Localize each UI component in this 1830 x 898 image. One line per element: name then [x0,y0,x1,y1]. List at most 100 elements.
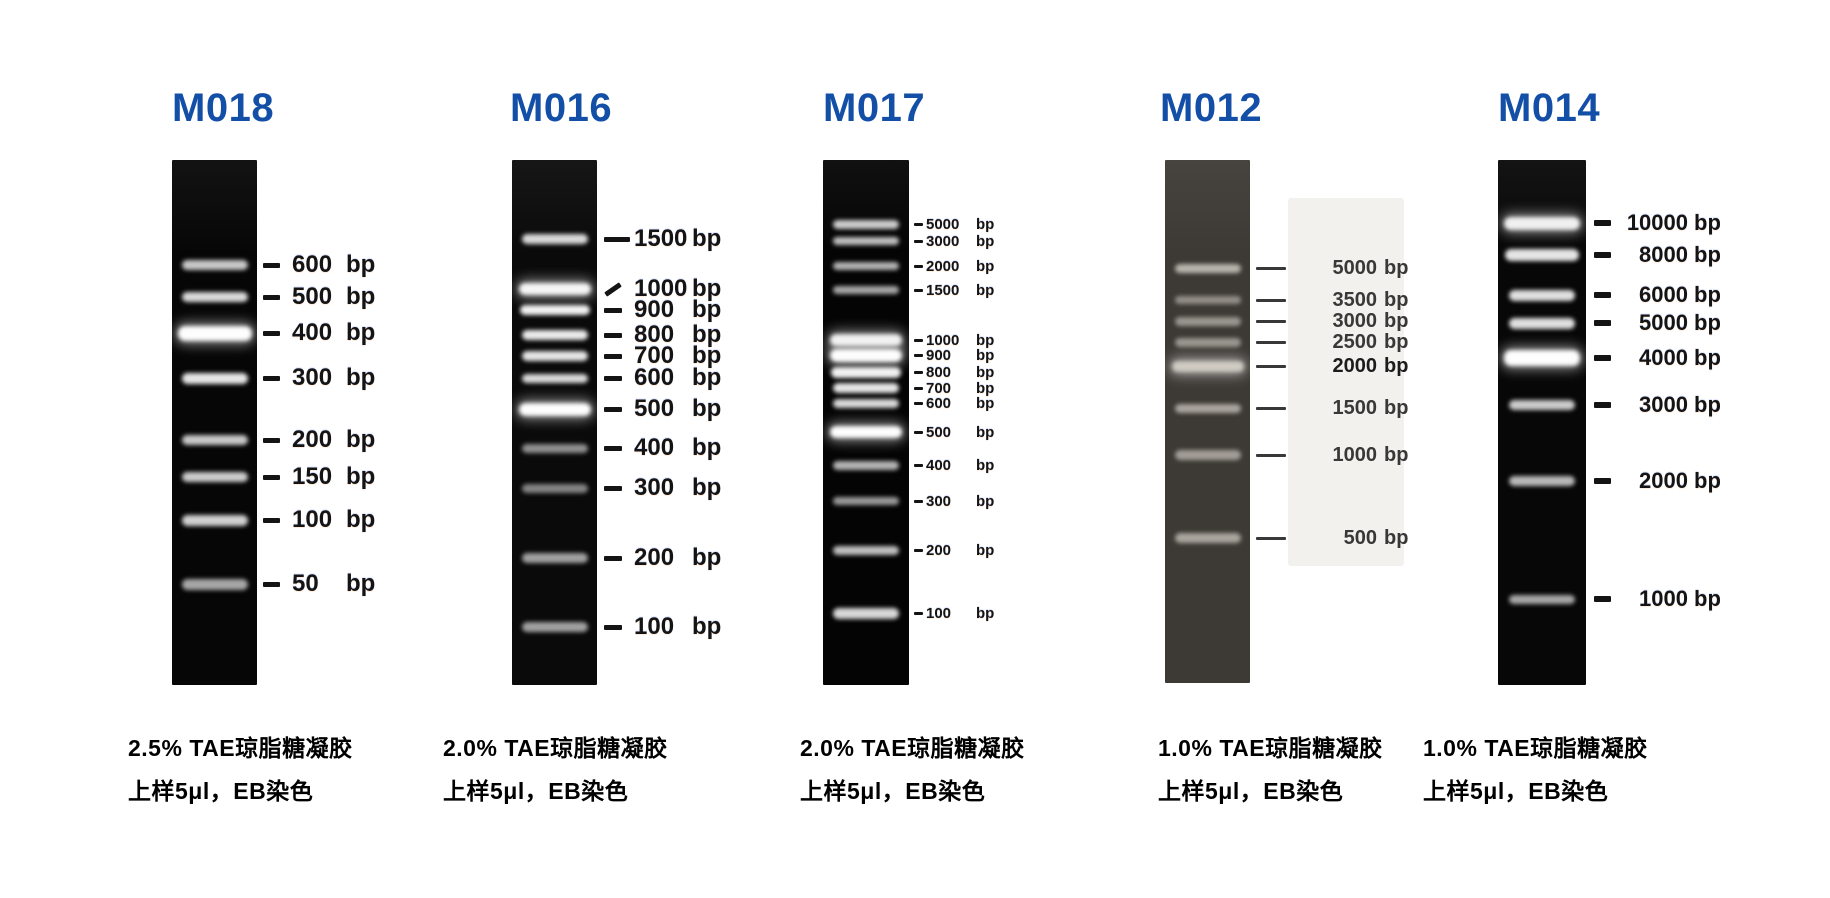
size-label-unit: bp [976,232,995,250]
size-label-number: 2000 [1639,468,1688,493]
size-label-unit: bp [1694,345,1721,370]
gel-caption-line1: 2.0% TAE琼脂糖凝胶 [443,735,668,761]
dna-band-500bp [1174,533,1241,543]
dna-band-200bp [833,545,899,555]
size-tick [1594,596,1611,602]
size-tick [1256,319,1286,323]
dna-band-500bp [518,402,591,416]
ladder-title: M018 [172,86,275,130]
dna-band-1500bp [833,286,899,294]
size-label-unit: bp [976,379,995,397]
size-label-number: 3000 [1639,392,1688,417]
size-label-number: 100 [634,613,675,640]
ladder-title: M012 [1160,86,1263,130]
dna-band-500bp [181,292,248,302]
dna-band-2000bp [833,262,899,270]
gel-lane [823,160,909,685]
size-label-number: 800 [634,321,675,348]
size-tick [1594,252,1611,258]
size-tick [914,611,923,615]
size-label-unit: bp [1694,586,1721,611]
size-tick [914,386,923,390]
dna-band-800bp [831,366,901,378]
dna-band-6000bp [1509,289,1575,301]
size-tick [263,474,280,480]
size-label-unit: bp [346,283,376,310]
size-label-unit: bp [692,364,722,391]
size-label-unit: bp [1384,310,1409,332]
size-label-number: 5000 [1332,257,1378,279]
size-tick [604,281,622,297]
size-label-number: 5000 [1639,310,1688,335]
size-tick [263,294,280,300]
size-label-number: 50 [292,570,319,597]
size-label-number: 400 [292,319,333,346]
size-label-number: 1000 [926,331,960,349]
size-tick [263,330,280,336]
size-label-number: 6000 [1639,282,1688,307]
size-tick [1594,478,1611,484]
size-tick [1256,536,1286,540]
size-tick [914,353,923,357]
size-label-unit: bp [976,492,995,510]
size-label-unit: bp [1694,468,1721,493]
size-label-number: 400 [926,456,952,474]
size-label-unit: bp [692,395,722,422]
size-label-number: 400 [634,434,675,461]
dna-band-200bp [181,435,248,445]
size-label-unit: bp [976,394,995,412]
dna-band-400bp [521,443,588,453]
size-label-unit: bp [1694,282,1721,307]
size-tick [1256,298,1286,302]
size-label-unit: bp [1384,289,1409,311]
size-label-unit: bp [976,215,995,233]
gel-lane [512,160,597,685]
size-tick [914,370,923,374]
dna-band-600bp [521,373,588,383]
size-label-number: 500 [926,423,952,441]
dna-band-8000bp [1505,249,1579,261]
dna-band-3500bp [1174,296,1241,304]
size-label-number: 500 [634,395,675,422]
size-label-unit: bp [1384,527,1409,549]
size-label-unit: bp [1694,310,1721,335]
size-tick [1594,320,1611,326]
dna-band-2500bp [1174,337,1241,347]
dna-band-5000bp [1174,263,1241,273]
size-label-number: 3000 [1332,310,1378,332]
size-tick [914,222,923,226]
size-label-number: 200 [634,544,675,571]
size-tick [263,437,280,443]
size-label-unit: bp [1384,257,1409,279]
dna-band-1500bp [1174,403,1241,413]
dna-band-400bp [177,325,252,341]
dna-band-400bp [833,460,899,470]
size-label-number: 8000 [1639,242,1688,267]
dna-band-500bp [830,426,902,438]
size-label-number: 300 [634,474,675,501]
size-tick [1594,355,1611,361]
size-label-unit: bp [976,604,995,622]
ladder-title: M016 [510,86,613,130]
size-tick [1594,292,1611,298]
dna-band-300bp [833,497,899,505]
dna-band-1000bp [1509,594,1575,604]
size-tick [263,262,280,268]
dna-band-3000bp [833,237,899,245]
dna-band-1000bp [830,334,902,346]
size-tick [604,445,622,451]
dna-band-800bp [521,330,588,340]
size-tick [914,338,923,342]
gel-caption-line2: 上样5μl，EB染色 [128,778,314,804]
size-tick [1256,453,1286,457]
dna-band-100bp [181,514,248,526]
size-label-number: 900 [926,346,952,364]
size-tick [1256,340,1286,344]
size-label-unit: bp [346,570,376,597]
size-label-unit: bp [976,363,995,381]
size-tick [604,353,622,359]
size-label-number: 500 [292,283,333,310]
size-tick [604,485,622,491]
size-label-number: 5000 [926,215,960,233]
dna-band-5000bp [1509,317,1575,329]
